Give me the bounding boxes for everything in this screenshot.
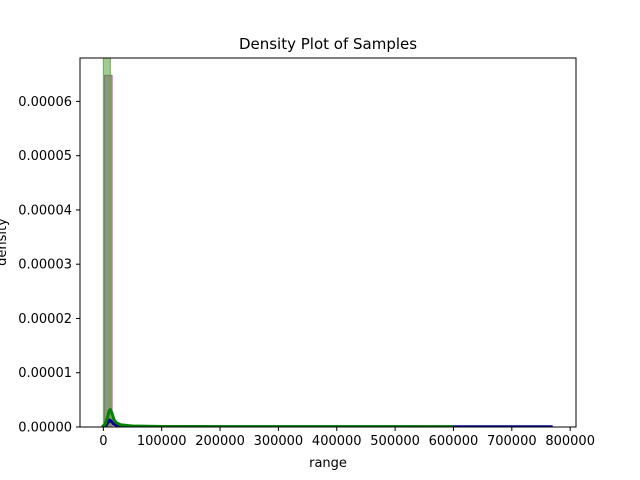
x-tick-label: 400000 — [312, 434, 362, 449]
y-axis-label: density — [0, 218, 10, 266]
x-tick-label: 700000 — [487, 434, 537, 449]
x-axis-ticks: 0 100000 200000 300000 400000 500000 600000 700… — [99, 427, 595, 449]
y-tick-label: 0.00003 — [18, 258, 72, 273]
x-tick-label: 100000 — [137, 434, 187, 449]
y-tick-label: 0.00006 — [18, 95, 72, 110]
y-tick-label: 0.00005 — [18, 149, 72, 164]
y-tick-label: 0.00000 — [18, 421, 72, 436]
y-tick-label: 0.00004 — [18, 203, 72, 218]
x-tick-label: 800000 — [545, 434, 595, 449]
x-axis-label: range — [309, 456, 347, 471]
histogram-bar-1-0 — [102, 58, 111, 427]
chart-title: Density Plot of Samples — [239, 35, 417, 53]
y-tick-label: 0.00001 — [18, 366, 72, 381]
x-tick-label: 600000 — [429, 434, 479, 449]
y-axis-ticks: 0.00000 0.00001 0.00002 0.00003 0.00004 0.000… — [18, 95, 80, 436]
x-tick-label: 200000 — [195, 434, 245, 449]
x-tick-label: 0 — [99, 434, 107, 449]
y-tick-label: 0.00002 — [18, 312, 72, 327]
x-tick-label: 500000 — [370, 434, 420, 449]
x-tick-label: 300000 — [254, 434, 304, 449]
axes-frame — [79, 57, 577, 428]
